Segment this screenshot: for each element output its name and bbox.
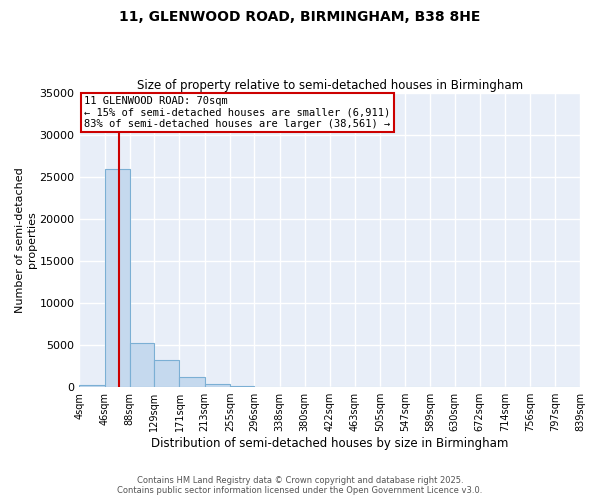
Bar: [154, 360, 179, 387]
Y-axis label: Number of semi-detached
properties: Number of semi-detached properties: [15, 167, 37, 313]
Bar: [205, 384, 230, 387]
Text: Contains HM Land Registry data © Crown copyright and database right 2025.
Contai: Contains HM Land Registry data © Crown c…: [118, 476, 482, 495]
Bar: [130, 342, 154, 387]
Title: Size of property relative to semi-detached houses in Birmingham: Size of property relative to semi-detach…: [137, 79, 523, 92]
X-axis label: Distribution of semi-detached houses by size in Birmingham: Distribution of semi-detached houses by …: [151, 437, 508, 450]
Bar: [179, 377, 205, 387]
Bar: [79, 384, 104, 387]
Bar: [104, 168, 130, 387]
Text: 11, GLENWOOD ROAD, BIRMINGHAM, B38 8HE: 11, GLENWOOD ROAD, BIRMINGHAM, B38 8HE: [119, 10, 481, 24]
Text: 11 GLENWOOD ROAD: 70sqm
← 15% of semi-detached houses are smaller (6,911)
83% of: 11 GLENWOOD ROAD: 70sqm ← 15% of semi-de…: [85, 96, 391, 130]
Bar: [230, 386, 254, 387]
Bar: [254, 386, 280, 387]
